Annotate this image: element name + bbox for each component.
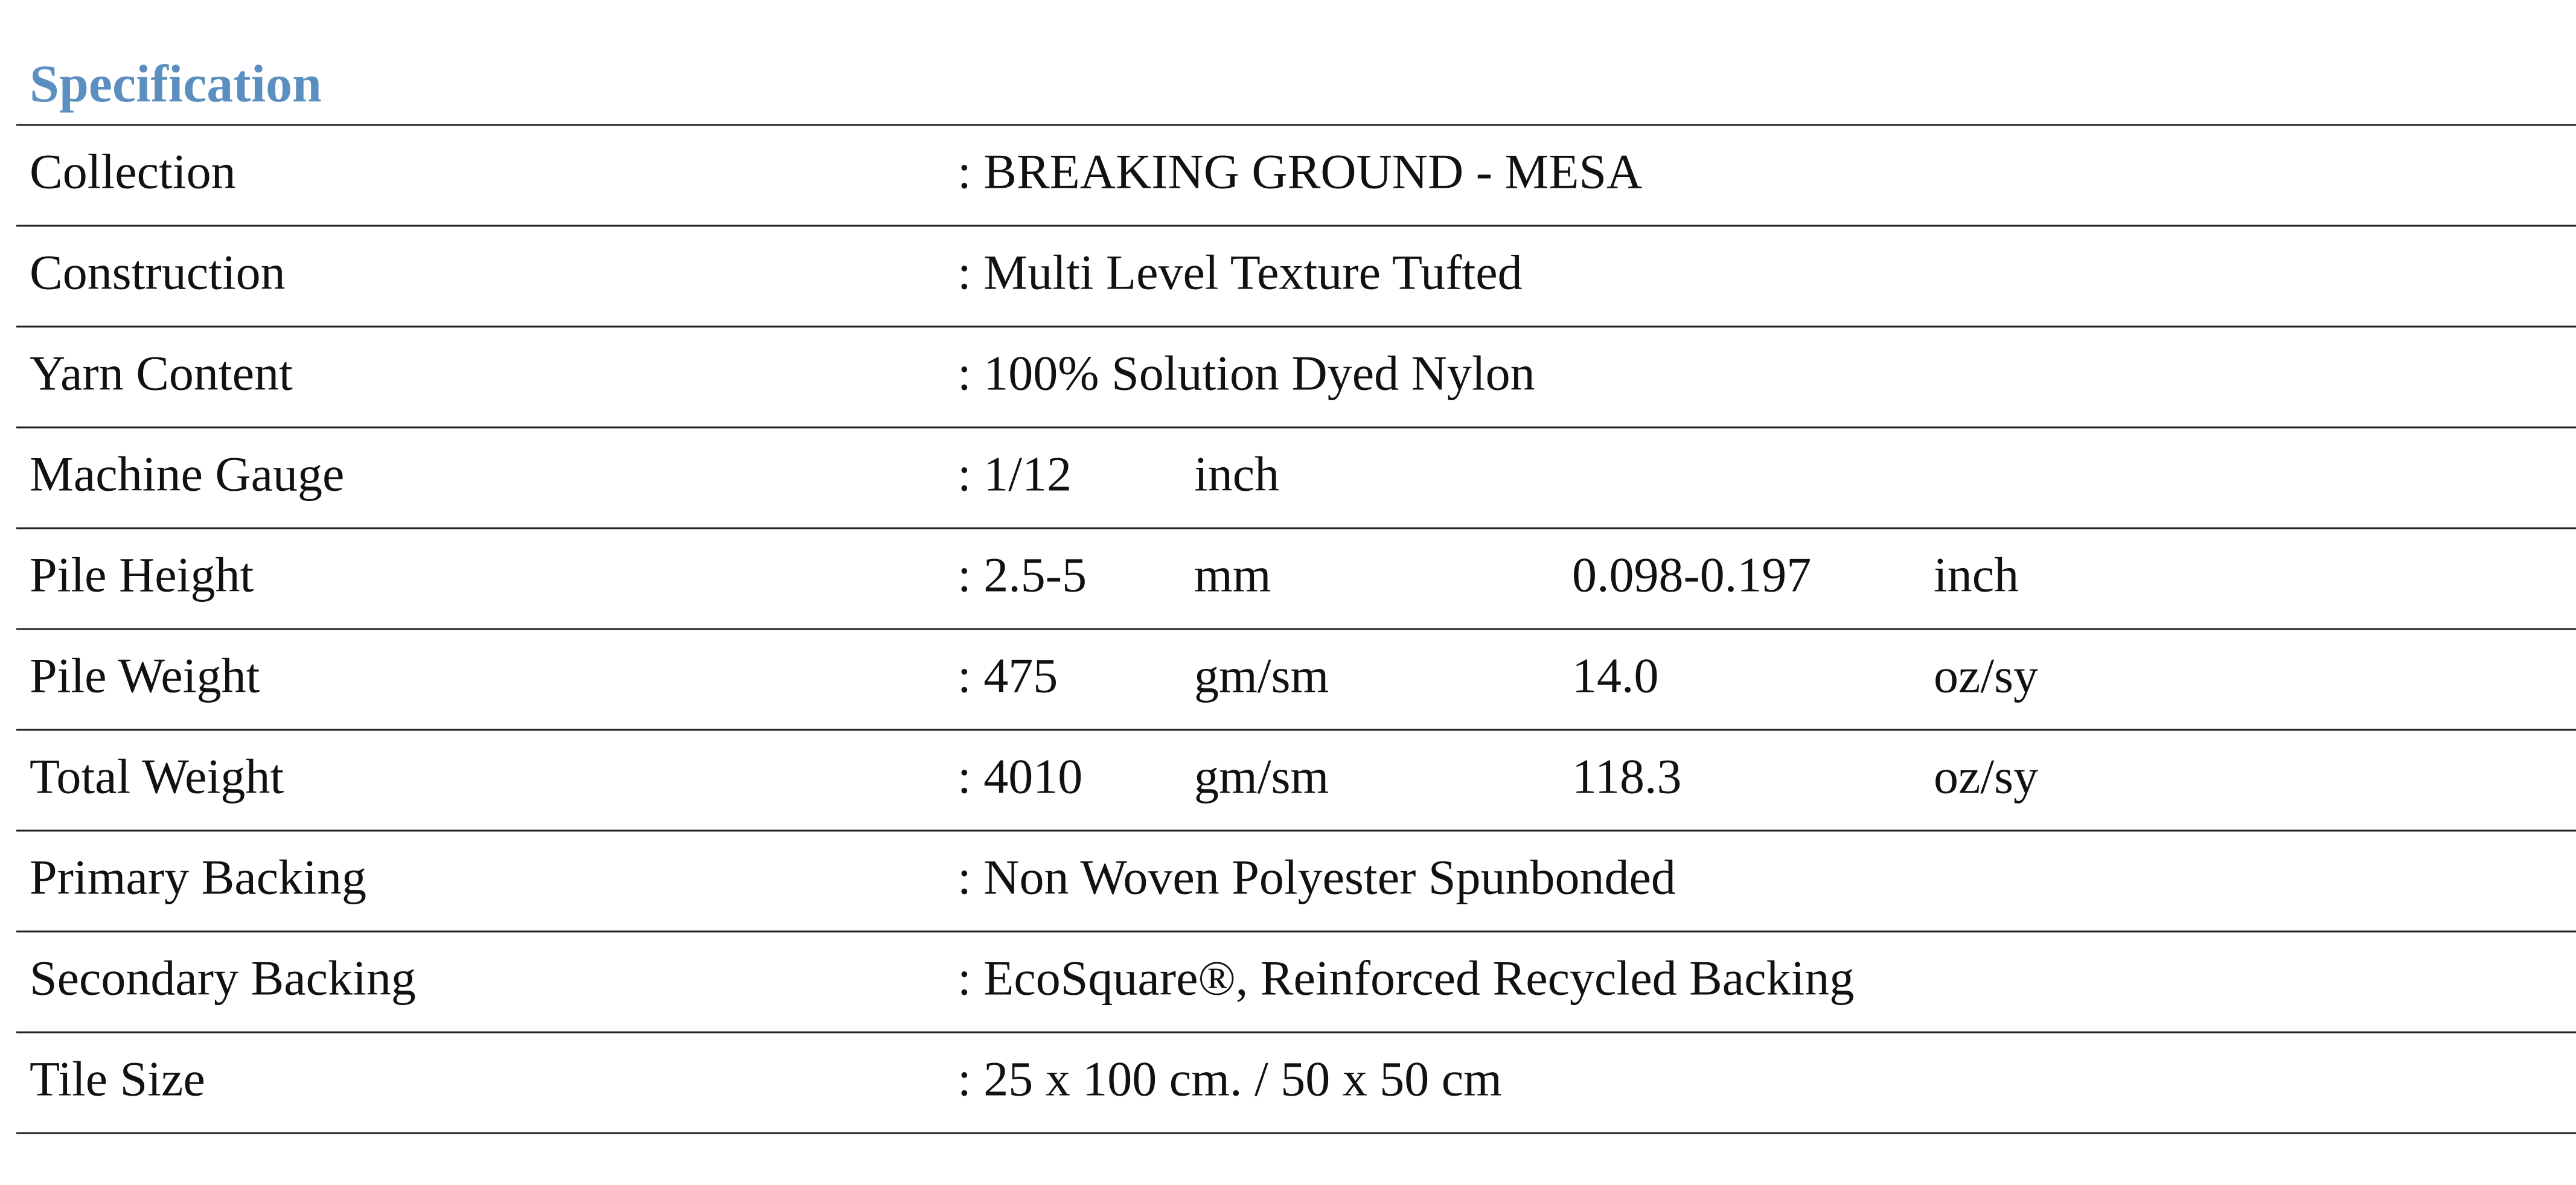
spec-value: : 2.5-5 bbox=[957, 547, 1087, 602]
spec-label: Pile Weight bbox=[30, 648, 260, 703]
spec-label: Construction bbox=[30, 244, 286, 299]
spec-label: Total Weight bbox=[30, 749, 284, 803]
spec-label: Machine Gauge bbox=[30, 446, 344, 501]
spec-value: : Multi Level Texture Tufted bbox=[957, 244, 1523, 299]
spec-value: gm/sm bbox=[1194, 749, 1329, 803]
spec-value: gm/sm bbox=[1194, 648, 1329, 703]
spec-value: oz/sy bbox=[1934, 648, 2038, 703]
spec-value: oz/sy bbox=[1934, 749, 2038, 803]
spec-value: : Non Woven Polyester Spunbonded bbox=[957, 849, 1676, 904]
spec-value: 14.0 bbox=[1572, 648, 1659, 703]
spec-value: inch bbox=[1934, 547, 2019, 602]
spec-value: mm bbox=[1194, 547, 1271, 602]
spec-value: inch bbox=[1194, 446, 1279, 501]
section-title: Specification bbox=[30, 55, 322, 113]
spec-value: : 4010 bbox=[957, 749, 1082, 803]
spec-value: 0.098-0.197 bbox=[1572, 547, 1811, 602]
spec-label: Tile Size bbox=[30, 1051, 205, 1106]
spec-value: : 25 x 100 cm. / 50 x 50 cm bbox=[957, 1051, 1502, 1106]
spec-value: : 475 bbox=[957, 648, 1058, 703]
spec-value: : BREAKING GROUND - MESA bbox=[957, 144, 1642, 199]
spec-value: : EcoSquare®, Reinforced Recycled Backin… bbox=[957, 950, 1854, 1005]
spec-label: Yarn Content bbox=[30, 345, 293, 400]
spec-label: Primary Backing bbox=[30, 849, 366, 904]
spec-label: Pile Height bbox=[30, 547, 254, 602]
spec-value: : 100% Solution Dyed Nylon bbox=[957, 345, 1535, 400]
spec-value: 118.3 bbox=[1572, 749, 1681, 803]
spec-value: : 1/12 bbox=[957, 446, 1072, 501]
spec-label: Collection bbox=[30, 144, 236, 199]
spec-label: Secondary Backing bbox=[30, 950, 416, 1005]
